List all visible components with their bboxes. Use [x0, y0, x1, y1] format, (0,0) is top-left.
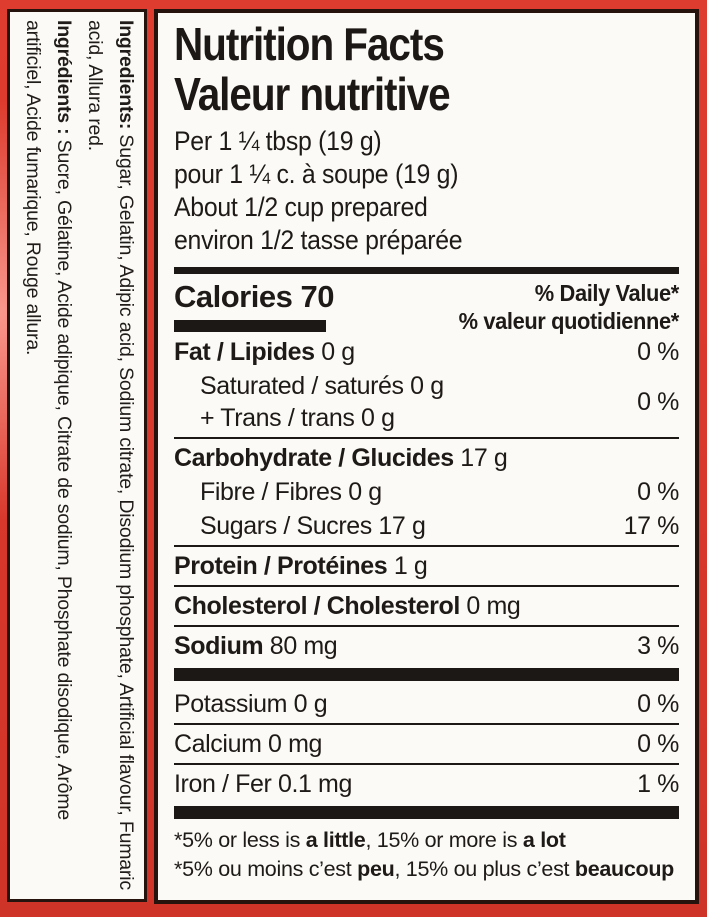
protein-label: Protein / Protéines 1 g [174, 552, 428, 580]
daily-value-footnotes: *5% or less is a little, 15% or more is … [174, 826, 679, 884]
potassium-label: Potassium 0 g [174, 690, 328, 718]
saturated-trans-label: Saturated / saturés 0 g + Trans / trans … [200, 372, 444, 432]
nutrition-facts-panel: Nutrition Facts Valeur nutritive Per 1 ¼… [154, 9, 699, 904]
serving-prepared-en: About 1/2 cup prepared [174, 192, 428, 222]
calories-section: Calories 70 % Daily Value* % valeur quot… [174, 279, 679, 335]
divider [174, 625, 679, 627]
nutrient-row-protein: Protein / Protéines 1 g [174, 549, 679, 583]
footnote-fr: *5% ou moins c’est peu, 15% ou plus c’es… [174, 857, 675, 881]
calories: Calories 70 [174, 279, 334, 332]
calories-underline-bar [174, 320, 326, 332]
nutrient-row-fat: Fat / Lipides 0 g 0 % [174, 335, 679, 369]
nutrient-row-cholesterol: Cholesterol / Cholesterol 0 mg [174, 589, 679, 623]
potassium-dv: 0 % [637, 690, 679, 718]
nutrient-row-sugars: Sugars / Sucres 17 g 17 % [174, 509, 679, 543]
serving-size-fr: pour 1 ¼ c. à soupe (19 g) [174, 159, 459, 189]
ingredients-en-label: Ingredients: [115, 20, 137, 130]
sodium-dv: 3 % [637, 632, 679, 660]
iron-dv: 1 % [637, 770, 679, 798]
sugars-label: Sugars / Sucres 17 g [200, 512, 426, 540]
fibre-dv: 0 % [637, 478, 679, 506]
ingredients-en-list: Sugar, Gelatin, Adipic acid, Sodium citr… [84, 20, 137, 890]
divider [174, 437, 679, 439]
cholesterol-label: Cholesterol / Cholesterol 0 mg [174, 592, 521, 620]
ingredients-en: Ingredients: Sugar, Gelatin, Adipic acid… [79, 20, 141, 891]
sodium-label: Sodium 80 mg [174, 632, 338, 660]
calories-label: Calories [174, 279, 293, 314]
divider-thick [174, 806, 679, 819]
serving-size-block: Per 1 ¼ tbsp (19 g) pour 1 ¼ c. à soupe … [174, 125, 639, 257]
footnote-en: *5% or less is a little, 15% or more is … [174, 828, 566, 852]
calcium-dv: 0 % [637, 730, 679, 758]
divider-thick-top [174, 267, 679, 274]
divider [174, 763, 679, 765]
nutrient-row-iron: Iron / Fer 0.1 mg 1 % [174, 767, 679, 801]
ingredients-fr: Ingrédients : Sucre, Gélatine, Acide adi… [17, 20, 79, 891]
ingredients-panel: Ingredients: Sugar, Gelatin, Adipic acid… [7, 9, 147, 902]
sugars-dv: 17 % [623, 512, 680, 540]
nutrient-row-saturated-trans: Saturated / saturés 0 g + Trans / trans … [174, 369, 679, 435]
nutrient-row-sodium: Sodium 80 mg 3 % [174, 629, 679, 663]
carbohydrate-label: Carbohydrate / Glucides 17 g [174, 444, 508, 472]
fibre-label: Fibre / Fibres 0 g [200, 478, 382, 506]
nutrient-row-fibre: Fibre / Fibres 0 g 0 % [174, 475, 679, 509]
daily-value-header-en: % Daily Value* [534, 280, 679, 306]
nutrition-facts-title-en: Nutrition Facts [174, 18, 445, 70]
nutrition-facts-title-fr: Valeur nutritive [174, 68, 451, 120]
calcium-label: Calcium 0 mg [174, 730, 323, 758]
ingredients-fr-label: Ingrédients : [53, 20, 75, 135]
serving-size-en: Per 1 ¼ tbsp (19 g) [174, 126, 382, 156]
fat-label: Fat / Lipides 0 g [174, 338, 355, 366]
nutrient-row-potassium: Potassium 0 g 0 % [174, 687, 679, 721]
ingredients-fr-list: Sucre, Gélatine, Acide adipique, Citrate… [22, 20, 75, 820]
calories-value: 70 [300, 279, 334, 314]
ingredients-rotated-text: Ingredients: Sugar, Gelatin, Adipic acid… [13, 20, 141, 891]
daily-value-header: % Daily Value* % valeur quotidienne* [458, 279, 680, 335]
fat-dv: 0 % [637, 338, 679, 366]
divider [174, 545, 679, 547]
iron-label: Iron / Fer 0.1 mg [174, 770, 352, 798]
divider [174, 723, 679, 725]
nutrient-row-carbohydrate: Carbohydrate / Glucides 17 g [174, 441, 679, 475]
saturated-trans-dv: 0 % [637, 388, 679, 416]
divider-thick [174, 668, 679, 681]
nutrient-row-calcium: Calcium 0 mg 0 % [174, 727, 679, 761]
divider [174, 585, 679, 587]
serving-prepared-fr: environ 1/2 tasse préparée [174, 225, 463, 255]
daily-value-header-fr: % valeur quotidienne* [458, 308, 680, 334]
